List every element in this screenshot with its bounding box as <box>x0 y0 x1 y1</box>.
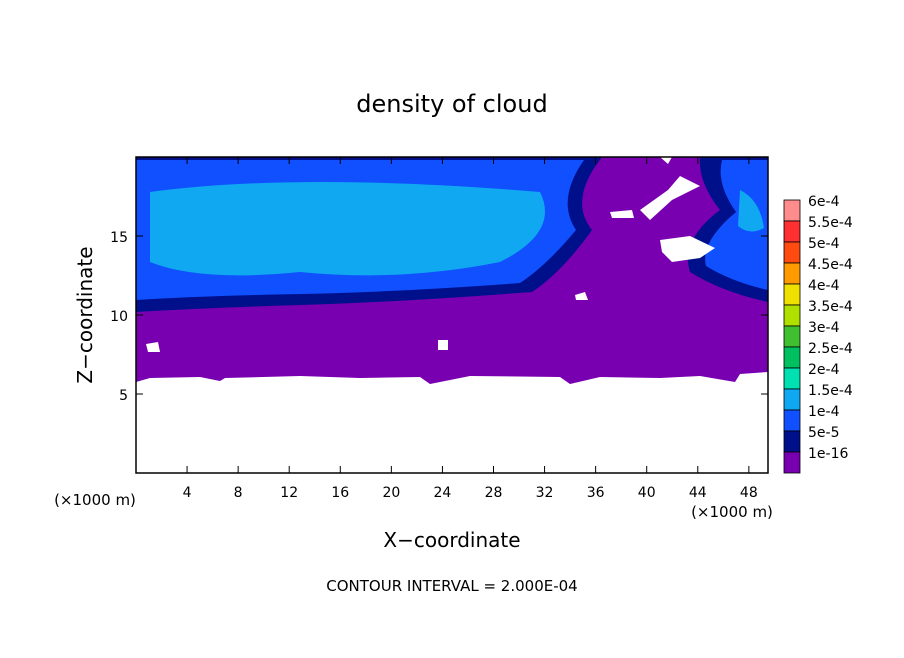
colorbar-label: 4.5e-4 <box>808 257 853 273</box>
missing-data <box>660 236 715 262</box>
x-tick-label: 48 <box>740 485 758 501</box>
colorbar-label: 1.5e-4 <box>808 383 853 399</box>
y-unit: (×1000 m) <box>54 491 136 509</box>
chart-title: density of cloud <box>356 90 547 118</box>
missing-data <box>438 340 448 350</box>
colorbar-box <box>783 346 801 369</box>
colorbar-box <box>783 451 801 474</box>
y-tick-label: 5 <box>119 388 128 404</box>
colorbar-box <box>783 220 801 243</box>
x-tick-label: 16 <box>331 485 349 501</box>
missing-data <box>146 342 160 352</box>
y-tick-label: 10 <box>110 309 128 325</box>
colorbar-label: 5e-5 <box>808 425 839 441</box>
colorbar-box <box>783 304 801 327</box>
colorbar-label: 6e-4 <box>808 194 840 210</box>
colorbar-label: 1e-16 <box>808 446 848 462</box>
colorbar-label: 3.5e-4 <box>808 299 853 315</box>
colorbar-box <box>783 409 801 432</box>
colorbar-label: 3e-4 <box>808 320 840 336</box>
x-axis-label: X−coordinate <box>383 528 520 552</box>
contour-region <box>150 182 545 276</box>
x-unit: (×1000 m) <box>691 503 773 521</box>
colorbar-label: 2e-4 <box>808 362 840 378</box>
x-tick-label: 32 <box>536 485 554 501</box>
colorbar-box <box>783 430 801 453</box>
x-tick-label: 4 <box>183 485 192 501</box>
missing-data <box>640 176 700 220</box>
colorbar-label: 5e-4 <box>808 236 840 252</box>
x-tick-label: 40 <box>638 485 656 501</box>
y-axis-label: Z−coordinate <box>73 246 97 383</box>
x-tick-label: 12 <box>280 485 298 501</box>
x-tick-label: 28 <box>485 485 503 501</box>
x-tick-label: 36 <box>587 485 605 501</box>
colorbar-box <box>783 199 801 222</box>
y-tick-label: 15 <box>110 230 128 246</box>
footnote: CONTOUR INTERVAL = 2.000E-04 <box>326 577 577 595</box>
x-tick-label: 24 <box>434 485 452 501</box>
colorbar-label: 2.5e-4 <box>808 341 853 357</box>
colorbar-label: 5.5e-4 <box>808 215 853 231</box>
x-tick-label: 20 <box>382 485 400 501</box>
colorbar-box <box>783 262 801 285</box>
colorbar-box <box>783 325 801 348</box>
colorbar-label: 1e-4 <box>808 404 840 420</box>
x-tick-label: 8 <box>234 485 243 501</box>
colorbar-box <box>783 367 801 390</box>
colorbar-box <box>783 388 801 411</box>
contour-region <box>738 190 764 232</box>
colorbar-box <box>783 283 801 306</box>
contour-region <box>705 160 768 290</box>
missing-data <box>575 292 588 300</box>
colorbar-box <box>783 241 801 264</box>
colorbar-label: 4e-4 <box>808 278 840 294</box>
missing-data <box>610 210 634 218</box>
x-tick-label: 44 <box>689 485 707 501</box>
missing-data <box>660 157 672 164</box>
